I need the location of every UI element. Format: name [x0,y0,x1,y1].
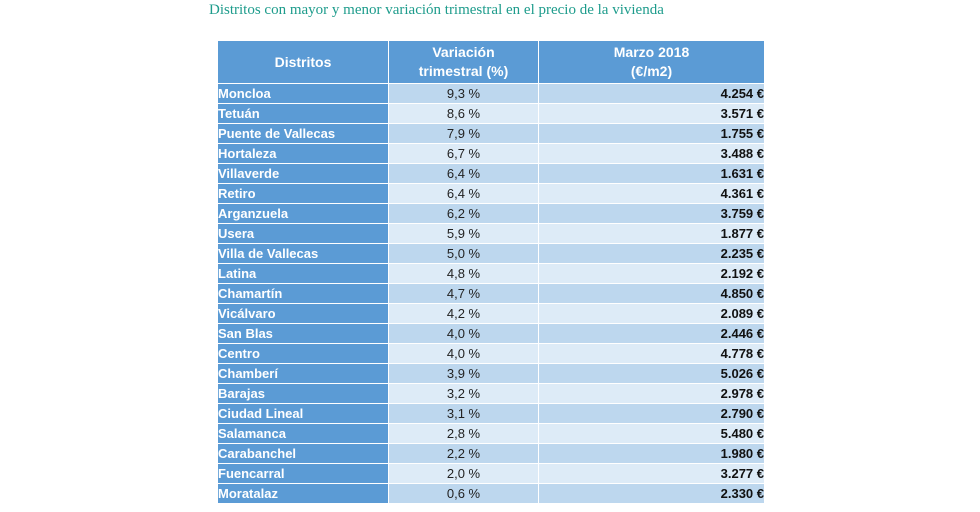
variation-cell: 3,1 % [388,403,539,424]
price-cell: 4.850 € [538,283,765,304]
variation-cell: 5,0 % [388,243,539,264]
header-variation: Variación trimestral (%) [388,40,539,84]
district-cell: Chamartín [217,283,389,304]
price-cell: 5.480 € [538,423,765,444]
table-row: Chamartín 4,7 % 4.850 € [217,283,765,304]
district-cell: Carabanchel [217,443,389,464]
table-row: Vicálvaro 4,2 % 2.089 € [217,303,765,324]
price-cell: 2.235 € [538,243,765,264]
price-cell: 1.755 € [538,123,765,144]
price-cell: 4.778 € [538,343,765,364]
variation-cell: 3,9 % [388,363,539,384]
header-district: Distritos [217,40,389,84]
variation-cell: 9,3 % [388,83,539,104]
table-body: Moncloa 9,3 % 4.254 € Tetuán 8,6 % 3.571 € Pue… [217,83,765,504]
table-row: San Blas 4,0 % 2.446 € [217,323,765,344]
district-cell: Centro [217,343,389,364]
header-variation-line1: Variación [432,44,495,60]
district-cell: Chamberí [217,363,389,384]
price-cell: 2.978 € [538,383,765,404]
table-row: Puente de Vallecas 7,9 % 1.755 € [217,123,765,144]
district-cell: San Blas [217,323,389,344]
price-cell: 2.192 € [538,263,765,284]
table-row: Chamberí 3,9 % 5.026 € [217,363,765,384]
table-row: Centro 4,0 % 4.778 € [217,343,765,364]
table-row: Tetuán 8,6 % 3.571 € [217,103,765,124]
table-row: Moncloa 9,3 % 4.254 € [217,83,765,104]
variation-cell: 6,4 % [388,163,539,184]
variation-cell: 7,9 % [388,123,539,144]
variation-cell: 6,2 % [388,203,539,224]
price-cell: 5.026 € [538,363,765,384]
table-row: Villa de Vallecas 5,0 % 2.235 € [217,243,765,264]
variation-cell: 2,8 % [388,423,539,444]
table-header-row: Distritos Variación trimestral (%) Marzo… [217,40,765,84]
price-cell: 3.488 € [538,143,765,164]
table-row: Barajas 3,2 % 2.978 € [217,383,765,404]
variation-cell: 6,4 % [388,183,539,204]
variation-cell: 4,0 % [388,323,539,344]
header-price: Marzo 2018 (€/m2) [538,40,765,84]
table-row: Salamanca 2,8 % 5.480 € [217,423,765,444]
table-row: Villaverde 6,4 % 1.631 € [217,163,765,184]
district-cell: Vicálvaro [217,303,389,324]
variation-cell: 8,6 % [388,103,539,124]
table-row: Fuencarral 2,0 % 3.277 € [217,463,765,484]
table-row: Carabanchel 2,2 % 1.980 € [217,443,765,464]
table-row: Ciudad Lineal 3,1 % 2.790 € [217,403,765,424]
header-variation-line2: trimestral (%) [418,63,509,79]
price-cell: 4.254 € [538,83,765,104]
table-row: Hortaleza 6,7 % 3.488 € [217,143,765,164]
district-cell: Barajas [217,383,389,404]
price-cell: 2.330 € [538,483,765,504]
price-cell: 3.277 € [538,463,765,484]
district-cell: Moratalaz [217,483,389,504]
district-cell: Arganzuela [217,203,389,224]
district-cell: Moncloa [217,83,389,104]
district-cell: Latina [217,263,389,284]
variation-cell: 4,7 % [388,283,539,304]
variation-cell: 6,7 % [388,143,539,164]
variation-cell: 4,2 % [388,303,539,324]
table-row: Latina 4,8 % 2.192 € [217,263,765,284]
district-cell: Villa de Vallecas [217,243,389,264]
price-cell: 4.361 € [538,183,765,204]
price-cell: 1.980 € [538,443,765,464]
district-cell: Fuencarral [217,463,389,484]
district-cell: Tetuán [217,103,389,124]
variation-cell: 4,0 % [388,343,539,364]
price-cell: 2.446 € [538,323,765,344]
price-cell: 2.089 € [538,303,765,324]
district-cell: Salamanca [217,423,389,444]
price-cell: 1.877 € [538,223,765,244]
variation-cell: 4,8 % [388,263,539,284]
district-cell: Retiro [217,183,389,204]
header-price-line2: (€/m2) [630,63,673,79]
header-price-line1: Marzo 2018 [613,44,690,60]
variation-cell: 5,9 % [388,223,539,244]
table-row: Usera 5,9 % 1.877 € [217,223,765,244]
variation-cell: 0,6 % [388,483,539,504]
price-cell: 3.571 € [538,103,765,124]
price-cell: 2.790 € [538,403,765,424]
district-cell: Puente de Vallecas [217,123,389,144]
page-title: Distritos con mayor y menor variación tr… [209,2,664,18]
table-row: Retiro 6,4 % 4.361 € [217,183,765,204]
price-cell: 3.759 € [538,203,765,224]
district-cell: Villaverde [217,163,389,184]
variation-cell: 2,2 % [388,443,539,464]
price-cell: 1.631 € [538,163,765,184]
district-price-table: Distritos Variación trimestral (%) Marzo… [217,40,765,504]
district-cell: Hortaleza [217,143,389,164]
variation-cell: 2,0 % [388,463,539,484]
district-cell: Usera [217,223,389,244]
variation-cell: 3,2 % [388,383,539,404]
table-row: Moratalaz 0,6 % 2.330 € [217,483,765,504]
table-row: Arganzuela 6,2 % 3.759 € [217,203,765,224]
district-cell: Ciudad Lineal [217,403,389,424]
